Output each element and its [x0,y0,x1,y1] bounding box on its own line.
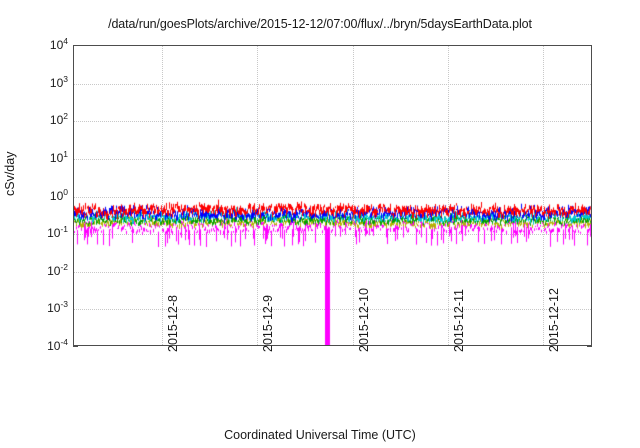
y-tick-mark [73,346,78,347]
data-traces [74,46,591,345]
x-tick-label: 2015-12-9 [261,295,275,352]
y-tick-label: 100 [49,186,68,203]
page-title: /data/run/goesPlots/archive/2015-12-12/0… [108,17,532,31]
y-tick-label: 10-4 [47,337,68,353]
y-tick-label: 101 [49,148,68,165]
y-tick-mark-right [587,346,592,347]
x-tick-label: 2015-12-8 [166,295,180,352]
x-tick-label: 2015-12-10 [357,288,371,352]
y-tick-label: 104 [49,36,68,52]
y-tick-label: 10-1 [47,224,68,241]
x-tick-label: 2015-12-11 [452,288,466,352]
y-axis-tick-labels: 104 103 102 101 100 10-1 10-2 10-3 10-4 [0,0,68,448]
x-tick-label: 2015-12-12 [547,288,561,352]
y-axis-label: cSv/day [3,151,17,196]
y-tick-label: 102 [49,111,68,128]
y-tick-label: 10-2 [47,261,68,278]
plot-area [73,45,592,346]
y-tick-label: 10-3 [47,299,68,316]
x-axis-label: Coordinated Universal Time (UTC) [224,428,416,442]
y-tick-label: 103 [49,73,68,90]
